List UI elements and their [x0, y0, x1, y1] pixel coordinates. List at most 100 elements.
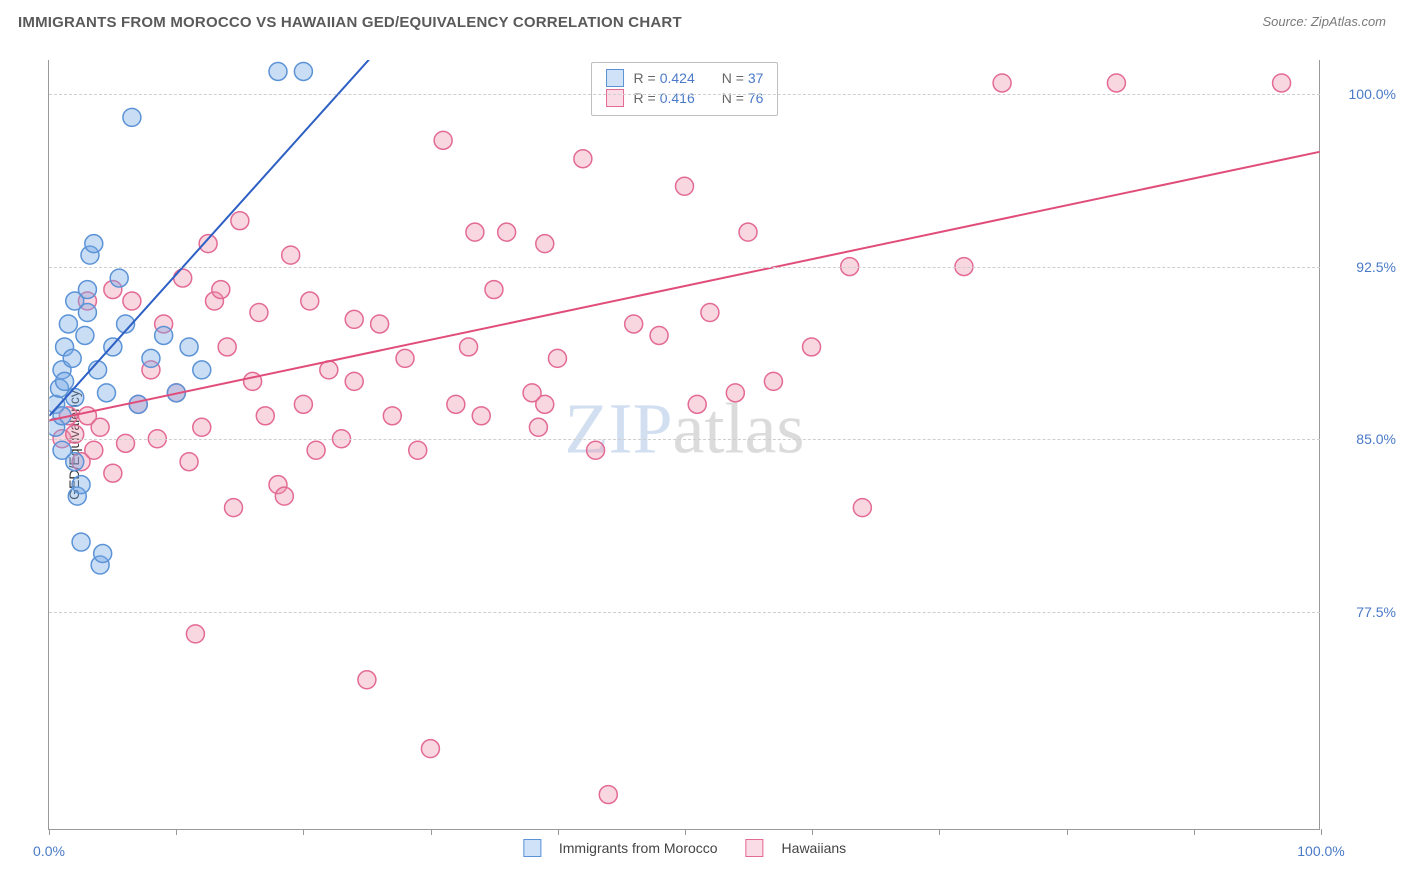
y-tick-label: 100.0%	[1332, 86, 1396, 102]
scatter-point	[548, 349, 566, 367]
gridline-h	[49, 94, 1320, 95]
legend-bottom-label-0: Immigrants from Morocco	[559, 840, 718, 856]
scatter-point	[764, 372, 782, 390]
scatter-point	[688, 395, 706, 413]
scatter-point	[98, 384, 116, 402]
scatter-point	[180, 453, 198, 471]
scatter-point	[59, 315, 77, 333]
scatter-point	[85, 235, 103, 253]
scatter-point	[358, 671, 376, 689]
scatter-point	[76, 326, 94, 344]
scatter-point	[269, 62, 287, 80]
scatter-svg	[49, 60, 1320, 829]
y-tick-label: 85.0%	[1332, 431, 1396, 447]
scatter-point	[78, 304, 96, 322]
r-value-1: 0.416	[660, 90, 716, 106]
scatter-point	[63, 349, 81, 367]
x-tick-mark	[431, 829, 432, 835]
r-label: R =	[634, 90, 656, 106]
scatter-point	[123, 108, 141, 126]
n-value-0: 37	[748, 70, 764, 86]
scatter-point	[275, 487, 293, 505]
scatter-point	[282, 246, 300, 264]
legend-bottom-item-0: Immigrants from Morocco	[523, 839, 718, 857]
scatter-point	[472, 407, 490, 425]
x-tick-mark	[176, 829, 177, 835]
x-tick-mark	[812, 829, 813, 835]
scatter-point	[739, 223, 757, 241]
scatter-point	[231, 212, 249, 230]
scatter-point	[803, 338, 821, 356]
scatter-point	[701, 304, 719, 322]
scatter-point	[193, 361, 211, 379]
legend-bottom-swatch-1	[746, 839, 764, 857]
scatter-point	[650, 326, 668, 344]
scatter-point	[180, 338, 198, 356]
scatter-point	[345, 372, 363, 390]
legend-bottom-item-1: Hawaiians	[746, 839, 847, 857]
x-tick-mark	[303, 829, 304, 835]
source-label: Source: ZipAtlas.com	[1262, 14, 1386, 29]
n-value-1: 76	[748, 90, 764, 106]
scatter-point	[56, 372, 74, 390]
x-tick-mark	[939, 829, 940, 835]
scatter-point	[676, 177, 694, 195]
scatter-point	[129, 395, 147, 413]
legend-bottom-swatch-0	[523, 839, 541, 857]
x-tick-mark	[1067, 829, 1068, 835]
scatter-point	[421, 740, 439, 758]
scatter-point	[193, 418, 211, 436]
r-label: R =	[634, 70, 656, 86]
scatter-point	[625, 315, 643, 333]
scatter-point	[434, 131, 452, 149]
scatter-point	[72, 476, 90, 494]
scatter-point	[1107, 74, 1125, 92]
scatter-point	[466, 223, 484, 241]
x-tick-label: 0.0%	[33, 843, 65, 859]
x-tick-mark	[685, 829, 686, 835]
r-value-0: 0.424	[660, 70, 716, 86]
plot-area: GED/Equivalency ZIPatlas R = 0.424 N = 3…	[48, 60, 1320, 830]
legend-stats-row-1: R = 0.416 N = 76	[606, 89, 764, 107]
trend-line	[49, 0, 430, 416]
gridline-h	[49, 439, 1320, 440]
scatter-point	[78, 281, 96, 299]
scatter-point	[256, 407, 274, 425]
scatter-point	[225, 499, 243, 517]
chart-title: IMMIGRANTS FROM MOROCCO VS HAWAIIAN GED/…	[18, 14, 682, 31]
legend-stats: R = 0.424 N = 37 R = 0.416 N = 76	[591, 62, 779, 116]
scatter-point	[85, 441, 103, 459]
x-tick-mark	[49, 829, 50, 835]
legend-swatch-0	[606, 69, 624, 87]
scatter-point	[72, 533, 90, 551]
scatter-point	[307, 441, 325, 459]
scatter-point	[396, 349, 414, 367]
scatter-point	[294, 62, 312, 80]
scatter-point	[460, 338, 478, 356]
scatter-point	[536, 235, 554, 253]
scatter-point	[599, 786, 617, 804]
scatter-point	[94, 545, 112, 563]
legend-bottom-label-1: Hawaiians	[782, 840, 847, 856]
scatter-point	[186, 625, 204, 643]
scatter-point	[383, 407, 401, 425]
scatter-point	[250, 304, 268, 322]
scatter-point	[91, 418, 109, 436]
x-tick-mark	[1194, 829, 1195, 835]
scatter-point	[104, 464, 122, 482]
y-tick-label: 92.5%	[1332, 259, 1396, 275]
legend-swatch-1	[606, 89, 624, 107]
scatter-point	[155, 326, 173, 344]
scatter-point	[117, 434, 135, 452]
scatter-point	[294, 395, 312, 413]
scatter-point	[53, 441, 71, 459]
scatter-point	[853, 499, 871, 517]
scatter-point	[66, 425, 84, 443]
scatter-point	[123, 292, 141, 310]
legend-stats-row-0: R = 0.424 N = 37	[606, 69, 764, 87]
scatter-point	[142, 349, 160, 367]
scatter-point	[574, 150, 592, 168]
scatter-point	[447, 395, 465, 413]
scatter-point	[212, 281, 230, 299]
scatter-point	[587, 441, 605, 459]
